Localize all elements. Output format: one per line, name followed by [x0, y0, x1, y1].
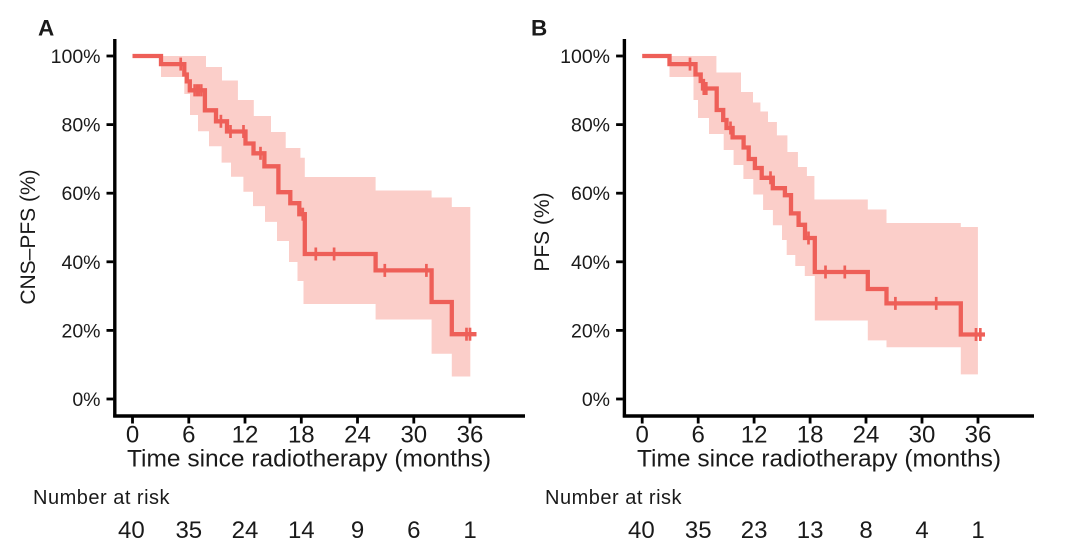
svg-text:23: 23: [741, 517, 768, 544]
svg-text:4: 4: [915, 517, 928, 544]
svg-text:12: 12: [232, 422, 259, 449]
svg-text:Time since radiotherapy (month: Time since radiotherapy (months): [637, 446, 1001, 473]
svg-text:8: 8: [859, 517, 872, 544]
svg-text:1: 1: [971, 517, 984, 544]
svg-text:40: 40: [118, 517, 145, 544]
svg-text:100%: 100%: [560, 46, 610, 68]
svg-text:36: 36: [965, 422, 992, 449]
svg-text:24: 24: [232, 517, 259, 544]
svg-text:20%: 20%: [571, 320, 610, 342]
svg-text:PFS (%): PFS (%): [531, 192, 554, 271]
svg-text:40: 40: [628, 517, 655, 544]
svg-text:6: 6: [407, 517, 420, 544]
svg-text:9: 9: [351, 517, 364, 544]
svg-text:80%: 80%: [571, 115, 610, 137]
svg-text:A: A: [38, 16, 54, 41]
svg-text:24: 24: [344, 422, 371, 449]
svg-text:30: 30: [909, 422, 936, 449]
svg-text:0%: 0%: [582, 389, 610, 411]
svg-text:18: 18: [797, 422, 824, 449]
svg-text:0: 0: [126, 422, 139, 449]
svg-text:Number at risk: Number at risk: [33, 487, 171, 509]
svg-text:18: 18: [288, 422, 315, 449]
svg-text:Time since radiotherapy (month: Time since radiotherapy (months): [127, 446, 491, 473]
svg-text:12: 12: [741, 422, 768, 449]
svg-text:Number at risk: Number at risk: [545, 487, 683, 509]
svg-text:6: 6: [692, 422, 705, 449]
svg-text:24: 24: [853, 422, 880, 449]
svg-text:36: 36: [457, 422, 484, 449]
svg-text:0: 0: [636, 422, 649, 449]
svg-text:13: 13: [797, 517, 824, 544]
svg-text:14: 14: [288, 517, 315, 544]
svg-text:6: 6: [182, 422, 195, 449]
svg-text:30: 30: [400, 422, 427, 449]
svg-text:35: 35: [175, 517, 202, 544]
svg-text:B: B: [531, 16, 547, 41]
svg-text:0%: 0%: [72, 389, 100, 411]
svg-text:35: 35: [685, 517, 712, 544]
svg-text:40%: 40%: [61, 252, 100, 274]
svg-text:20%: 20%: [61, 320, 100, 342]
svg-text:40%: 40%: [571, 252, 610, 274]
svg-text:CNS–PFS (%): CNS–PFS (%): [17, 169, 40, 304]
svg-text:80%: 80%: [61, 115, 100, 137]
svg-text:60%: 60%: [61, 183, 100, 205]
svg-text:1: 1: [463, 517, 476, 544]
svg-text:60%: 60%: [571, 183, 610, 205]
svg-text:100%: 100%: [51, 46, 101, 68]
